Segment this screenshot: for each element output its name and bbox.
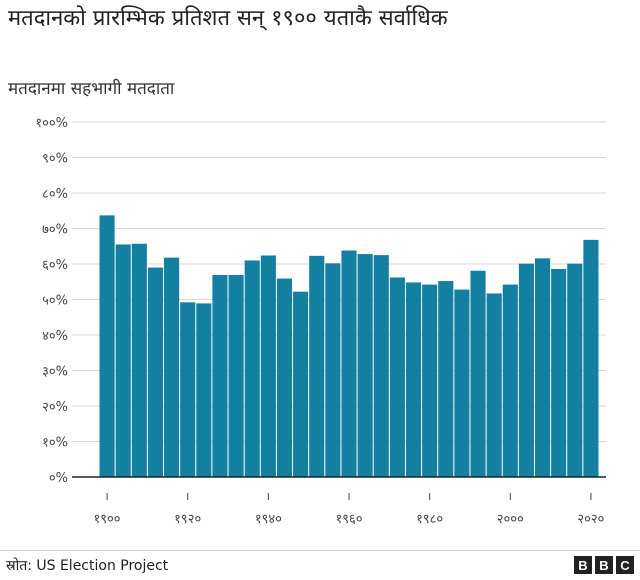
x-tick-label: २०२० bbox=[577, 512, 604, 527]
bar-1960 bbox=[341, 250, 357, 477]
y-tick-label: २०% bbox=[42, 400, 68, 415]
bar-1916 bbox=[164, 257, 180, 477]
bar-1936 bbox=[244, 260, 260, 477]
x-tick-label: २००० bbox=[497, 512, 524, 527]
x-tick-label: १९८० bbox=[416, 512, 443, 527]
bar-1988 bbox=[454, 289, 470, 477]
x-tick-label: १९६० bbox=[335, 512, 362, 527]
bar-1900 bbox=[99, 215, 115, 478]
bar-1956 bbox=[325, 263, 341, 477]
bar-chart: १००% ९०% ८०% ७०% ६०% ५०% ४०% ३०% २०% १०% ०% १९०० १९२… bbox=[35, 116, 606, 527]
x-tick-label: १९२० bbox=[174, 512, 201, 527]
y-tick-label: ३०% bbox=[42, 365, 68, 380]
bar-1924 bbox=[196, 303, 212, 477]
bar-1972 bbox=[389, 277, 405, 477]
bar-1920 bbox=[180, 302, 196, 477]
chart-title: मतदानको प्रारम्भिक प्रतिशत सन् १९०० यताक… bbox=[8, 6, 448, 31]
bar-1968 bbox=[373, 255, 389, 477]
bar-1912 bbox=[147, 267, 164, 477]
bar-2000 bbox=[502, 284, 518, 477]
bar-1952 bbox=[309, 255, 325, 477]
bar-1908 bbox=[131, 243, 147, 477]
y-tick-label: १०% bbox=[42, 436, 68, 451]
bar-1932 bbox=[228, 275, 244, 477]
footer-divider bbox=[0, 550, 640, 551]
bar-1928 bbox=[212, 275, 228, 477]
bar-2008 bbox=[534, 258, 551, 477]
bar-1992 bbox=[470, 270, 486, 477]
x-tick-label: १९०० bbox=[94, 512, 121, 527]
y-tick-label: ६०% bbox=[42, 258, 68, 273]
y-tick-label: ५०% bbox=[42, 294, 68, 309]
bar-1980 bbox=[422, 284, 438, 477]
y-tick-label: ९०% bbox=[42, 152, 68, 167]
bar-1976 bbox=[405, 282, 422, 477]
bar-2004 bbox=[518, 263, 534, 477]
y-tick-label: ०% bbox=[49, 471, 68, 486]
y-tick-label: ७०% bbox=[42, 223, 68, 238]
bar-1984 bbox=[438, 281, 454, 477]
y-tick-label: १००% bbox=[35, 116, 68, 131]
source-note: स्रोत: US Election Project bbox=[6, 558, 169, 574]
y-tick-label: ८०% bbox=[42, 187, 68, 202]
bar-1996 bbox=[486, 293, 502, 477]
bar-2020 bbox=[583, 239, 599, 477]
bar-2012 bbox=[551, 268, 567, 477]
y-tick-label: ४०% bbox=[42, 329, 68, 344]
x-tick-label: १९४० bbox=[255, 512, 282, 527]
bar-1964 bbox=[357, 254, 373, 477]
chart-subtitle: मतदानमा सहभागी मतदाता bbox=[8, 79, 175, 99]
bar-1944 bbox=[276, 278, 293, 477]
bar-1948 bbox=[293, 291, 309, 477]
bar-1940 bbox=[260, 255, 276, 477]
bar-1904 bbox=[115, 244, 131, 477]
bar-2016 bbox=[567, 263, 583, 477]
